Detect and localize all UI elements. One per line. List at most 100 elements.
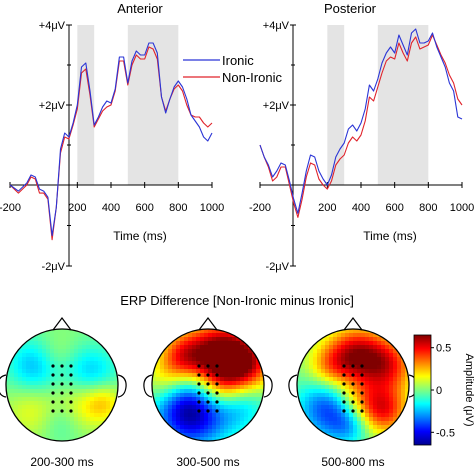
field-cell [236,417,241,422]
field-cell [309,397,314,402]
field-cell [305,381,310,386]
field-cell [317,409,322,414]
field-cell [34,353,39,358]
field-cell [50,429,55,434]
field-cell [329,417,334,422]
field-cell [405,421,409,426]
field-cell [357,377,362,382]
field-cell [224,361,229,366]
field-cell [180,365,185,370]
field-cell [397,341,402,346]
field-cell [78,341,83,346]
field-cell [62,425,67,430]
field-cell [313,349,318,354]
field-cell [114,413,118,418]
field-cell [333,353,338,358]
field-cell [62,333,67,338]
field-cell [176,373,181,378]
electrode [342,400,346,404]
field-cell [94,369,99,374]
field-cell [228,429,233,434]
field-cell [405,345,409,350]
field-cell [321,417,326,422]
field-cell [172,333,177,338]
field-cell [90,345,95,350]
left-ear [288,374,298,398]
field-cell [62,389,67,394]
field-cell [401,377,406,382]
field-cell [369,389,374,394]
field-cell [58,361,63,366]
field-cell [389,357,394,362]
field-cell [236,397,241,402]
field-cell [188,361,193,366]
field-cell [236,393,241,398]
field-cell [34,401,39,406]
field-cell [110,421,115,426]
field-cell [208,369,213,374]
field-cell [401,349,406,354]
field-cell [86,357,91,362]
field-cell [188,373,193,378]
field-cell [54,437,59,441]
field-cell [70,357,75,362]
y-tick-label: -2μV [42,261,66,273]
field-cell [297,341,302,346]
field-cell [345,353,350,358]
field-cell [168,401,173,406]
field-cell [62,401,67,406]
field-cell [62,409,67,414]
field-cell [240,409,245,414]
field-cell [14,357,19,362]
field-cell [381,409,386,414]
electrode [51,364,55,368]
field-cell [341,421,346,426]
field-cell [345,393,350,398]
field-cell [305,341,310,346]
y-ticks: +4μV+2μV-2μV [39,20,72,273]
field-cell [46,397,51,402]
field-cell [106,425,111,430]
field-cell [22,369,27,374]
field-cell [365,345,370,350]
field-cell [341,433,346,438]
field-cell [176,365,181,370]
field-cell [208,329,213,334]
field-cell [106,353,111,358]
field-cell [46,413,51,418]
field-cell [333,333,338,338]
field-cell [66,413,71,418]
field-cell [365,405,370,410]
field-cell [216,361,221,366]
field-cell [341,437,346,441]
field-cell [361,329,366,334]
field-cell [248,433,253,438]
field-cell [232,405,237,410]
field-cell [168,397,173,402]
field-cell [46,421,51,426]
field-cell [74,405,79,410]
topomap-300-500: 300-500 ms [143,317,273,469]
field-cell [98,397,103,402]
field-cell [114,373,118,378]
field-cell [381,369,386,374]
field-cell [208,385,213,390]
field-cell [240,389,245,394]
field-cell [66,333,71,338]
field-cell [58,397,63,402]
field-cell [14,389,19,394]
field-cell [397,389,402,394]
field-cell [188,385,193,390]
field-cell [369,429,374,434]
field-cell [260,433,264,438]
field-cell [248,397,253,402]
field-cell [204,429,209,434]
field-cell [345,405,350,410]
field-cell [353,413,358,418]
field-cell [90,437,95,441]
field-cell [393,401,398,406]
field-cell [389,365,394,370]
field-cell [212,405,217,410]
field-cell [349,429,354,434]
field-cell [94,437,99,441]
